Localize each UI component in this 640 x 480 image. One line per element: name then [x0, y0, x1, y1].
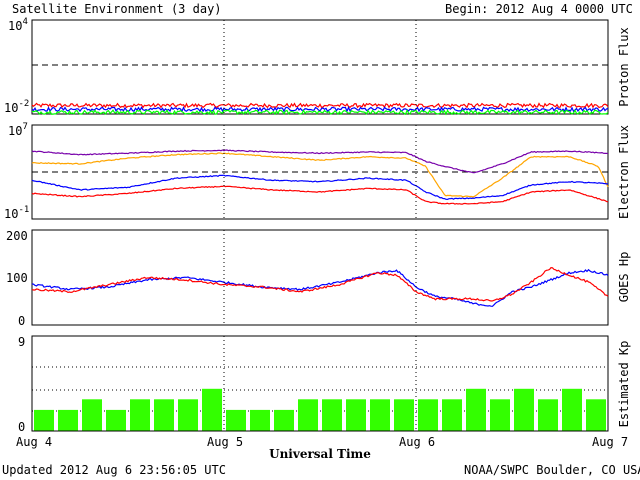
kp-bar — [418, 399, 438, 431]
xtick-aug5: Aug 5 — [207, 435, 243, 449]
kp-bar — [346, 399, 366, 431]
electron-series-group — [31, 149, 609, 205]
kp-bar — [226, 409, 246, 431]
kp-bar — [322, 399, 342, 431]
goes-hp-panel: 200 100 0 GOES Hp — [6, 229, 631, 328]
proton-series-red — [31, 102, 609, 109]
chart-title: Satellite Environment (3 day) — [12, 2, 222, 16]
electron-ytick-top: 107 — [8, 122, 28, 138]
xtick-aug4: Aug 4 — [16, 435, 52, 449]
xtick-aug7: Aug 7 — [592, 435, 628, 449]
proton-ytick-top: 104 — [8, 17, 28, 33]
kp-ytick-9: 9 — [18, 335, 25, 349]
kp-bar — [442, 399, 462, 431]
begin-time: Begin: 2012 Aug 4 0000 UTC — [445, 2, 633, 16]
electron-series-blue — [31, 174, 608, 201]
kp-bar — [562, 388, 582, 431]
kp-panel: 9 0 Estimated Kp — [18, 335, 631, 434]
updated-time: Updated 2012 Aug 6 23:56:05 UTC — [2, 463, 226, 477]
goes-hp-ytick-0: 0 — [18, 314, 25, 328]
kp-bar — [34, 409, 54, 431]
kp-bar — [202, 388, 222, 431]
kp-bar — [274, 409, 294, 431]
kp-bar — [178, 399, 198, 431]
xtick-aug6: Aug 6 — [399, 435, 435, 449]
kp-bar — [490, 399, 510, 431]
goes-hp-panel-frame — [31, 229, 609, 326]
electron-panel: 107 10-1 Electron Flux — [4, 122, 631, 221]
kp-bar — [250, 409, 270, 431]
kp-bar — [154, 399, 174, 431]
kp-bar — [514, 388, 534, 431]
kp-ylabel: Estimated Kp — [617, 341, 631, 428]
electron-ytick-bottom: 10-1 — [4, 205, 29, 221]
electron-series-purple — [31, 149, 609, 174]
kp-ytick-0: 0 — [18, 420, 25, 434]
kp-bar — [370, 399, 390, 431]
proton-series-green — [31, 109, 609, 116]
kp-bar — [394, 399, 414, 431]
kp-bar — [106, 409, 126, 431]
kp-bar — [586, 399, 606, 431]
goes-hp-series-red — [31, 266, 609, 302]
proton-panel-frame — [31, 19, 609, 115]
proton-series-group — [31, 102, 609, 116]
kp-bar — [466, 388, 486, 431]
goes-hp-ytick-100: 100 — [6, 271, 28, 285]
kp-bar — [130, 399, 150, 431]
kp-panel-frame — [31, 335, 609, 432]
proton-ytick-bottom: 10-2 — [4, 99, 29, 115]
proton-panel: 104 10-2 Proton Flux — [4, 17, 631, 116]
electron-series-orange — [31, 152, 609, 198]
electron-ylabel: Electron Flux — [617, 125, 631, 219]
kp-bar — [298, 399, 318, 431]
goes-hp-ytick-200: 200 — [6, 229, 28, 243]
kp-bar — [82, 399, 102, 431]
kp-bar — [538, 399, 558, 431]
kp-bars-group — [34, 388, 606, 431]
goes-hp-series-group — [31, 266, 609, 307]
proton-ylabel: Proton Flux — [617, 27, 631, 106]
electron-series-red — [31, 185, 609, 205]
goes-hp-ylabel: GOES Hp — [617, 252, 631, 303]
x-axis-label: Universal Time — [269, 447, 371, 461]
credit: NOAA/SWPC Boulder, CO USA — [464, 463, 640, 477]
goes-hp-series-blue — [31, 268, 609, 307]
kp-bar — [58, 409, 78, 431]
